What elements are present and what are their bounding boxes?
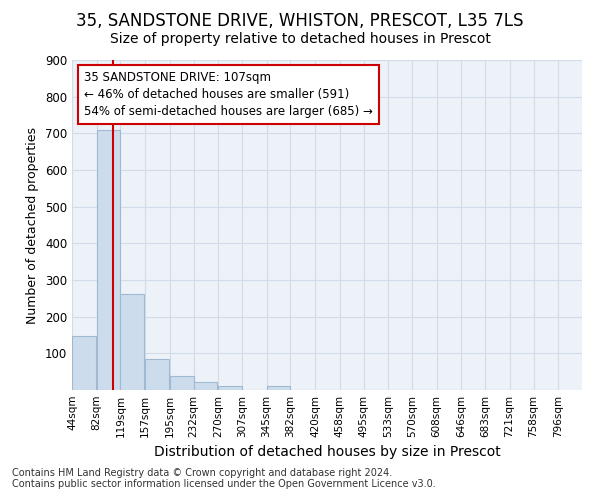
Y-axis label: Number of detached properties: Number of detached properties <box>26 126 40 324</box>
Bar <box>266 386 290 390</box>
Bar <box>121 294 145 390</box>
X-axis label: Distribution of detached houses by size in Prescot: Distribution of detached houses by size … <box>154 446 500 460</box>
Bar <box>72 336 96 390</box>
Bar <box>194 382 217 390</box>
Bar <box>145 359 169 390</box>
Text: 35 SANDSTONE DRIVE: 107sqm
← 46% of detached houses are smaller (591)
54% of sem: 35 SANDSTONE DRIVE: 107sqm ← 46% of deta… <box>84 71 373 118</box>
Bar <box>218 386 242 390</box>
Text: Contains public sector information licensed under the Open Government Licence v3: Contains public sector information licen… <box>12 479 436 489</box>
Text: 35, SANDSTONE DRIVE, WHISTON, PRESCOT, L35 7LS: 35, SANDSTONE DRIVE, WHISTON, PRESCOT, L… <box>76 12 524 30</box>
Bar <box>170 376 194 390</box>
Bar <box>97 130 121 390</box>
Text: Contains HM Land Registry data © Crown copyright and database right 2024.: Contains HM Land Registry data © Crown c… <box>12 468 392 477</box>
Text: Size of property relative to detached houses in Prescot: Size of property relative to detached ho… <box>110 32 490 46</box>
